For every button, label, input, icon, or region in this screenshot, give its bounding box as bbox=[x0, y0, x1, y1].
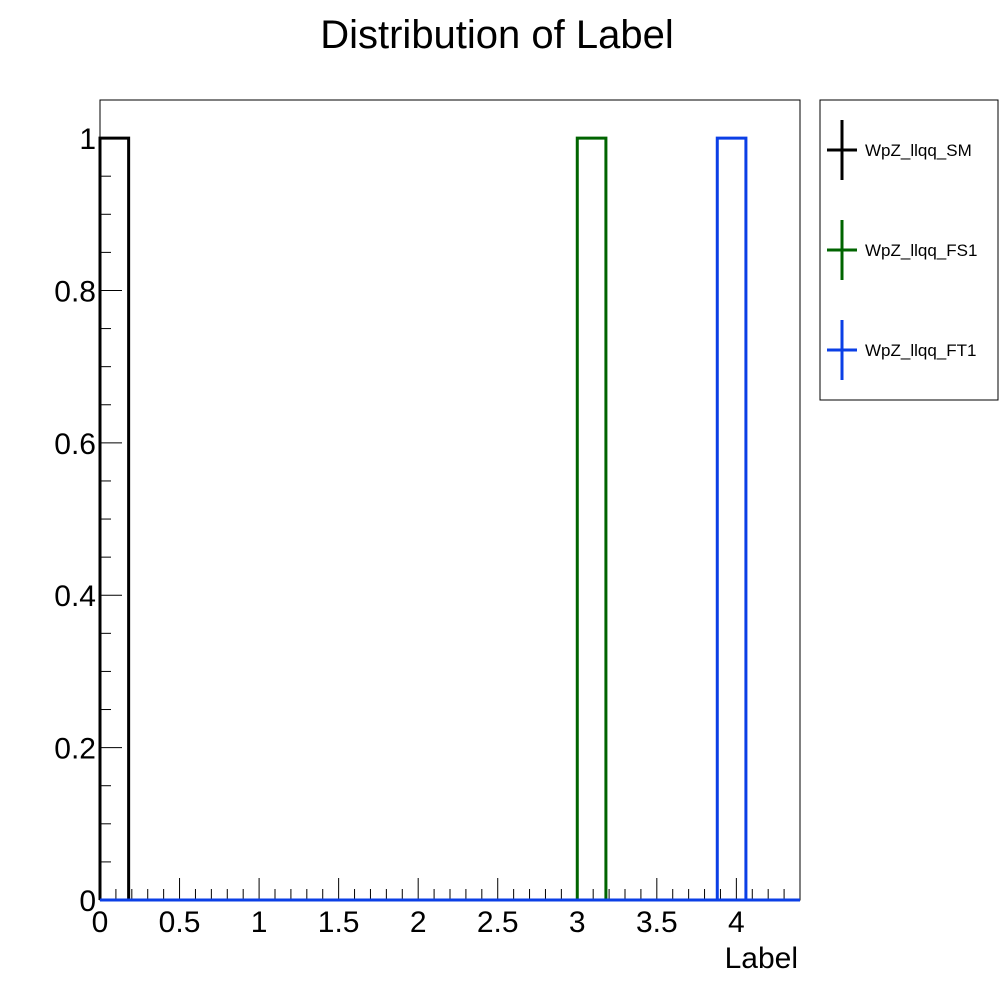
y-tick-label: 1 bbox=[79, 123, 96, 156]
plot-frame bbox=[99, 99, 801, 901]
tick-labels: 0 0.5 1 1.5 2 2.5 3 3.5 4 0 0.2 0.4 0.6 0.8 1 bbox=[54, 123, 744, 939]
x-tick-label: 1.5 bbox=[318, 906, 360, 939]
x-tick-label: 4 bbox=[728, 906, 745, 939]
legend-label: WpZ_llqq_SM bbox=[865, 141, 972, 160]
x-tick-label: 3 bbox=[569, 906, 586, 939]
legend-label: WpZ_llqq_FT1 bbox=[865, 341, 976, 360]
x-tick-label: 3.5 bbox=[636, 906, 678, 939]
y-tick-label: 0.8 bbox=[54, 275, 96, 308]
axis-ticks bbox=[99, 137, 801, 901]
histogram-bin bbox=[575, 136, 608, 900]
y-tick-label: 0.6 bbox=[54, 428, 96, 461]
y-tick-label: 0.4 bbox=[54, 580, 96, 613]
x-tick-label: 2.5 bbox=[477, 906, 519, 939]
y-tick-label: 0.2 bbox=[54, 733, 96, 766]
y-tick-label: 0 bbox=[79, 885, 96, 918]
x-axis-title: Label bbox=[725, 942, 798, 975]
legend-label: WpZ_llqq_FS1 bbox=[865, 241, 977, 260]
x-tick-label: 0.5 bbox=[159, 906, 201, 939]
legend: WpZ_llqq_SM WpZ_llqq_FS1 WpZ_llqq_FT1 bbox=[827, 120, 977, 380]
histogram-series bbox=[98, 136, 800, 902]
chart-title: Distribution of Label bbox=[320, 13, 674, 57]
x-tick-label: 2 bbox=[410, 906, 427, 939]
x-tick-label: 1 bbox=[251, 906, 268, 939]
histogram-bin bbox=[98, 136, 131, 900]
x-tick-label: 0 bbox=[92, 906, 109, 939]
histogram-bin bbox=[715, 136, 748, 900]
